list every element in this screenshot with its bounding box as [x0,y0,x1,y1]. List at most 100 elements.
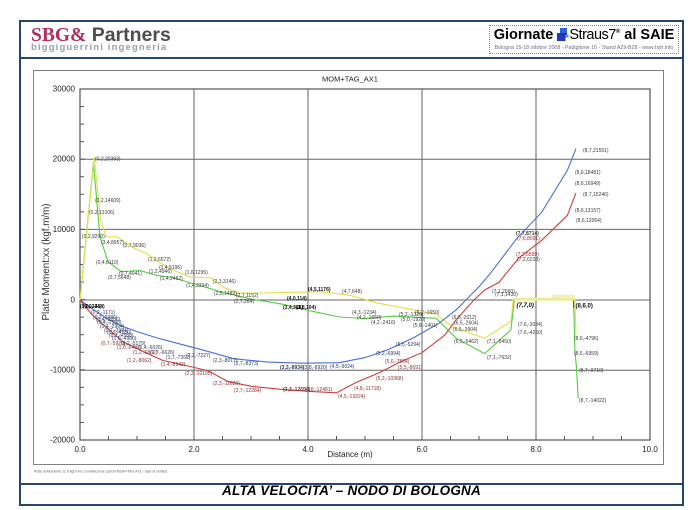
svg-text:(3,8,-12481): (3,8,-12481) [305,387,333,393]
svg-text:(2,3,3146): (2,3,3146) [213,279,236,285]
svg-text:(0,7,-4180): (0,7,-4180) [107,330,132,336]
svg-text:(4,5,-9024): (4,5,-9024) [330,364,355,370]
svg-text:(0,2,13106): (0,2,13106) [89,210,115,216]
svg-text:(0,2,-1171): (0,2,-1171) [91,310,115,316]
svg-text:(7,1,-5450): (7,1,-5450) [487,339,512,345]
svg-text:(0,4,-2586): (0,4,-2586) [97,320,122,326]
svg-text:(0,7,9036): (0,7,9036) [123,243,146,249]
svg-text:(8,7,15246): (8,7,15246) [583,192,609,198]
svg-text:(0,2,9290): (0,2,9290) [82,234,105,240]
svg-text:MOM+TAG_AX1: MOM+TAG_AX1 [322,75,378,84]
svg-text:(7,2,6599): (7,2,6599) [516,252,539,258]
svg-text:(8,6,16949): (8,6,16949) [575,181,601,187]
svg-text:20000: 20000 [53,155,76,164]
svg-text:(2,3,-11620): (2,3,-11620) [213,381,240,387]
svg-text:(0,4,-2904): (0,4,-2904) [100,324,125,330]
svg-text:(7,7,8714): (7,7,8714) [516,231,539,237]
svg-text:(8,7,21551): (8,7,21551) [583,148,609,154]
svg-text:(0,2,-2086): (0,2,-2086) [93,315,118,321]
svg-text:(1,4,-6026): (1,4,-6026) [138,345,163,351]
svg-text:(5,2,-10368): (5,2,-10368) [376,376,404,382]
svg-text:(2,7,264): (2,7,264) [234,299,254,305]
svg-text:(2,2,-10105): (2,2,-10105) [185,371,213,377]
svg-text:(4,8,-11718): (4,8,-11718) [354,386,381,392]
svg-text:(1,2,4946): (1,2,4946) [149,269,172,275]
svg-text:(5,2,-6994): (5,2,-6994) [376,351,401,357]
svg-text:(5,8,-1401): (5,8,-1401) [413,323,438,329]
svg-text:(0,4,-2286): (0,4,-2286) [96,317,121,323]
svg-text:(0,7,-3984): (0,7,-3984) [104,328,129,334]
svg-text:(5,0,-1920): (5,0,-1920) [401,317,426,323]
svg-text:0.0: 0.0 [74,445,86,454]
svg-text:(8,6,18481): (8,6,18481) [575,170,601,176]
svg-text:(5,6,-7504): (5,6,-7504) [385,359,410,365]
svg-text:2.0: 2.0 [188,445,200,454]
svg-text:(3,3,-12654): (3,3,-12654) [283,387,311,393]
svg-text:-10000: -10000 [50,366,75,375]
svg-text:(2,7,-8373): (2,7,-8373) [234,361,259,367]
svg-text:(1,7,-7262): (1,7,-7262) [166,355,191,361]
svg-text:(8,6,-4796): (8,6,-4796) [574,336,599,342]
svg-text:(4,5,1176): (4,5,1176) [308,287,331,293]
svg-text:(4,0,114): (4,0,114) [287,296,307,302]
svg-text:(1,6,1295): (1,6,1295) [185,270,208,276]
svg-text:(0,7,5648): (0,7,5648) [108,275,131,281]
svg-text:(4,3,-1234): (4,3,-1234) [352,310,377,316]
svg-text:(7,6,8091): (7,6,8091) [517,236,540,242]
svg-text:(3,3,-8934): (3,3,-8934) [280,365,305,371]
svg-text:(7,2,6233): (7,2,6233) [517,257,540,263]
svg-text:(0,7,-5929): (0,7,-5929) [101,341,126,347]
svg-text:(4,7,648): (4,7,648) [342,289,362,295]
svg-text:(6,5,-2012): (6,5,-2012) [452,315,477,321]
svg-text:(2,7,1152): (2,7,1152) [236,293,259,299]
svg-text:(0,7,-4580): (0,7,-4580) [109,333,134,339]
svg-text:(7,1,2060): (7,1,2060) [492,289,515,295]
svg-text:(0,4,6110): (0,4,6110) [96,260,119,266]
svg-text:(7,1,1430): (7,1,1430) [495,292,518,298]
svg-text:(8,7,-9710): (8,7,-9710) [579,368,604,374]
svg-text:(1,4,2462): (1,4,2462) [160,276,183,282]
svg-text:(1,0,-4980): (1,0,-4980) [112,336,137,342]
svg-text:6.0: 6.0 [416,445,428,454]
svg-text:(8,6,-6959): (8,6,-6959) [574,351,599,357]
svg-text:(7,6,-4250): (7,6,-4250) [518,330,543,336]
svg-text:(0,0,-244): (0,0,-244) [80,304,102,310]
svg-text:(4,5,-13224): (4,5,-13224) [338,394,366,400]
svg-text:(1,2,-8062): (1,2,-8062) [127,358,152,364]
svg-text:Plate Moment:xx (kgf.m/m): Plate Moment:xx (kgf.m/m) [41,203,52,320]
svg-text:(1,2,-5179): (1,2,-5179) [121,341,146,347]
svg-text:(1,4,5196): (1,4,5196) [159,265,182,271]
svg-text:0: 0 [71,296,76,305]
svg-text:(3,4,318): (3,4,318) [283,305,303,311]
svg-text:(4,2,-1650): (4,2,-1650) [357,315,382,321]
svg-text:(6,5,-5462): (6,5,-5462) [454,339,479,345]
svg-text:(5,5,-8691): (5,5,-8691) [398,365,423,371]
svg-text:8.0: 8.0 [530,445,542,454]
svg-text:(8,7,-14022): (8,7,-14022) [579,398,607,404]
svg-text:(3,4,8957): (3,4,8957) [101,240,124,246]
svg-text:(7,6,-3034): (7,6,-3034) [518,322,543,328]
svg-text:(1,0,-6480): (1,0,-6480) [117,345,142,351]
svg-text:(5,2,-1326): (5,2,-1326) [399,312,424,318]
svg-text:(2,5,1489): (2,5,1489) [214,291,237,297]
svg-text:(3,8,-8920): (3,8,-8920) [303,365,328,371]
svg-text:(4,2,-2416): (4,2,-2416) [371,320,396,326]
svg-text:(1,2,6572): (1,2,6572) [148,257,171,263]
svg-text:(7,7,0): (7,7,0) [517,303,534,309]
svg-text:(1,4,2394): (1,4,2394) [186,283,209,289]
svg-text:(1,7,-6626): (1,7,-6626) [150,350,175,356]
svg-text:(0,2,14609): (0,2,14609) [95,198,121,204]
svg-text:Distance (m): Distance (m) [327,450,373,459]
svg-text:(0,2,20393): (0,2,20393) [95,156,121,162]
svg-text:(6,2,-1650): (6,2,-1650) [415,310,440,316]
svg-text:30000: 30000 [53,85,76,94]
svg-text:(7,1,-7632): (7,1,-7632) [487,355,512,361]
svg-text:(2,3,-8017): (2,3,-8017) [213,358,238,364]
svg-text:(6,5,-2604): (6,5,-2604) [454,320,479,326]
svg-text:(5,5,-5294): (5,5,-5294) [396,342,421,348]
svg-text:(2,2,-7227): (2,2,-7227) [186,353,211,359]
svg-text:(0,0,-214): (0,0,-214) [83,304,105,310]
svg-text:(6,5,-3904): (6,5,-3904) [453,327,478,333]
svg-text:Plate di Momento 11.0 kgf.m/m: Plate di Momento 11.0 kgf.m/m combinazio… [34,470,167,474]
svg-text:(0,7,4041): (0,7,4041) [119,271,142,277]
